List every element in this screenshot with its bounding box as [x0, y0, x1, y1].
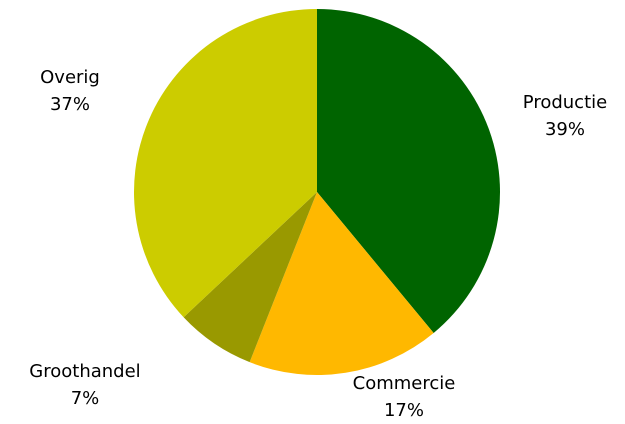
pie-slice [249, 192, 434, 375]
pie-slice [317, 9, 501, 334]
slice-value-label: 7% [71, 388, 100, 409]
slice-label: Overig [40, 67, 100, 88]
pie-slice [134, 8, 317, 318]
slice-value-label: 39% [545, 119, 585, 140]
pie-slice [183, 192, 317, 363]
slice-label: Productie [523, 92, 607, 113]
slice-value-label: 37% [50, 94, 90, 115]
slice-value-label: 17% [384, 400, 424, 421]
slice-label: Commercie [353, 373, 456, 394]
slice-label: Groothandel [29, 361, 140, 382]
